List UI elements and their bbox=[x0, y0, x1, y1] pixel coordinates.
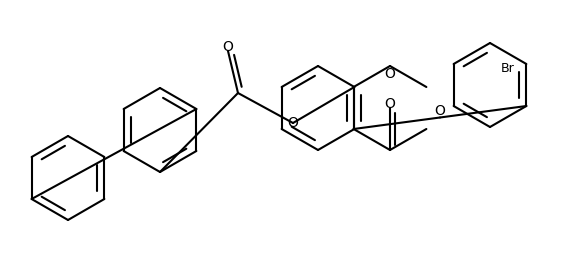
Text: O: O bbox=[384, 97, 396, 111]
Text: O: O bbox=[223, 40, 233, 54]
Text: O: O bbox=[434, 104, 446, 119]
Text: O: O bbox=[384, 67, 396, 81]
Text: O: O bbox=[288, 116, 298, 130]
Text: Br: Br bbox=[501, 61, 514, 74]
